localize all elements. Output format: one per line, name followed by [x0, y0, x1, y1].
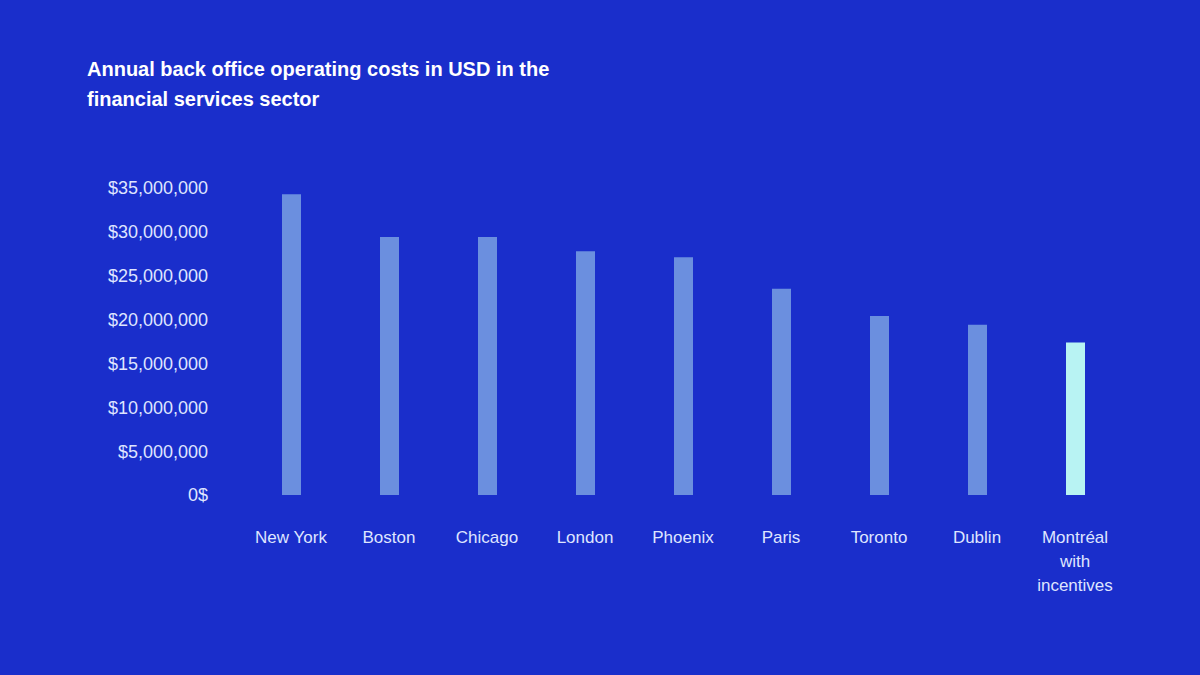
svg-text:Phoenix: Phoenix	[652, 528, 714, 547]
svg-text:Paris: Paris	[762, 528, 801, 547]
svg-text:$15,000,000: $15,000,000	[108, 354, 208, 374]
svg-text:$5,000,000: $5,000,000	[118, 442, 208, 462]
svg-text:London: London	[557, 528, 614, 547]
svg-text:$20,000,000: $20,000,000	[108, 310, 208, 330]
svg-text:$25,000,000: $25,000,000	[108, 266, 208, 286]
svg-text:$35,000,000: $35,000,000	[108, 178, 208, 198]
svg-text:$30,000,000: $30,000,000	[108, 222, 208, 242]
svg-text:Toronto: Toronto	[851, 528, 908, 547]
svg-text:New York: New York	[255, 528, 327, 547]
svg-text:$10,000,000: $10,000,000	[108, 398, 208, 418]
svg-text:Boston: Boston	[363, 528, 416, 547]
svg-text:Montréalwithincentives: Montréalwithincentives	[1037, 528, 1113, 595]
svg-text:Chicago: Chicago	[456, 528, 518, 547]
svg-text:0$: 0$	[188, 485, 208, 505]
svg-text:Dublin: Dublin	[953, 528, 1001, 547]
html-text:Annual back office operating c: Annual back office operating costs in US…	[87, 58, 550, 110]
